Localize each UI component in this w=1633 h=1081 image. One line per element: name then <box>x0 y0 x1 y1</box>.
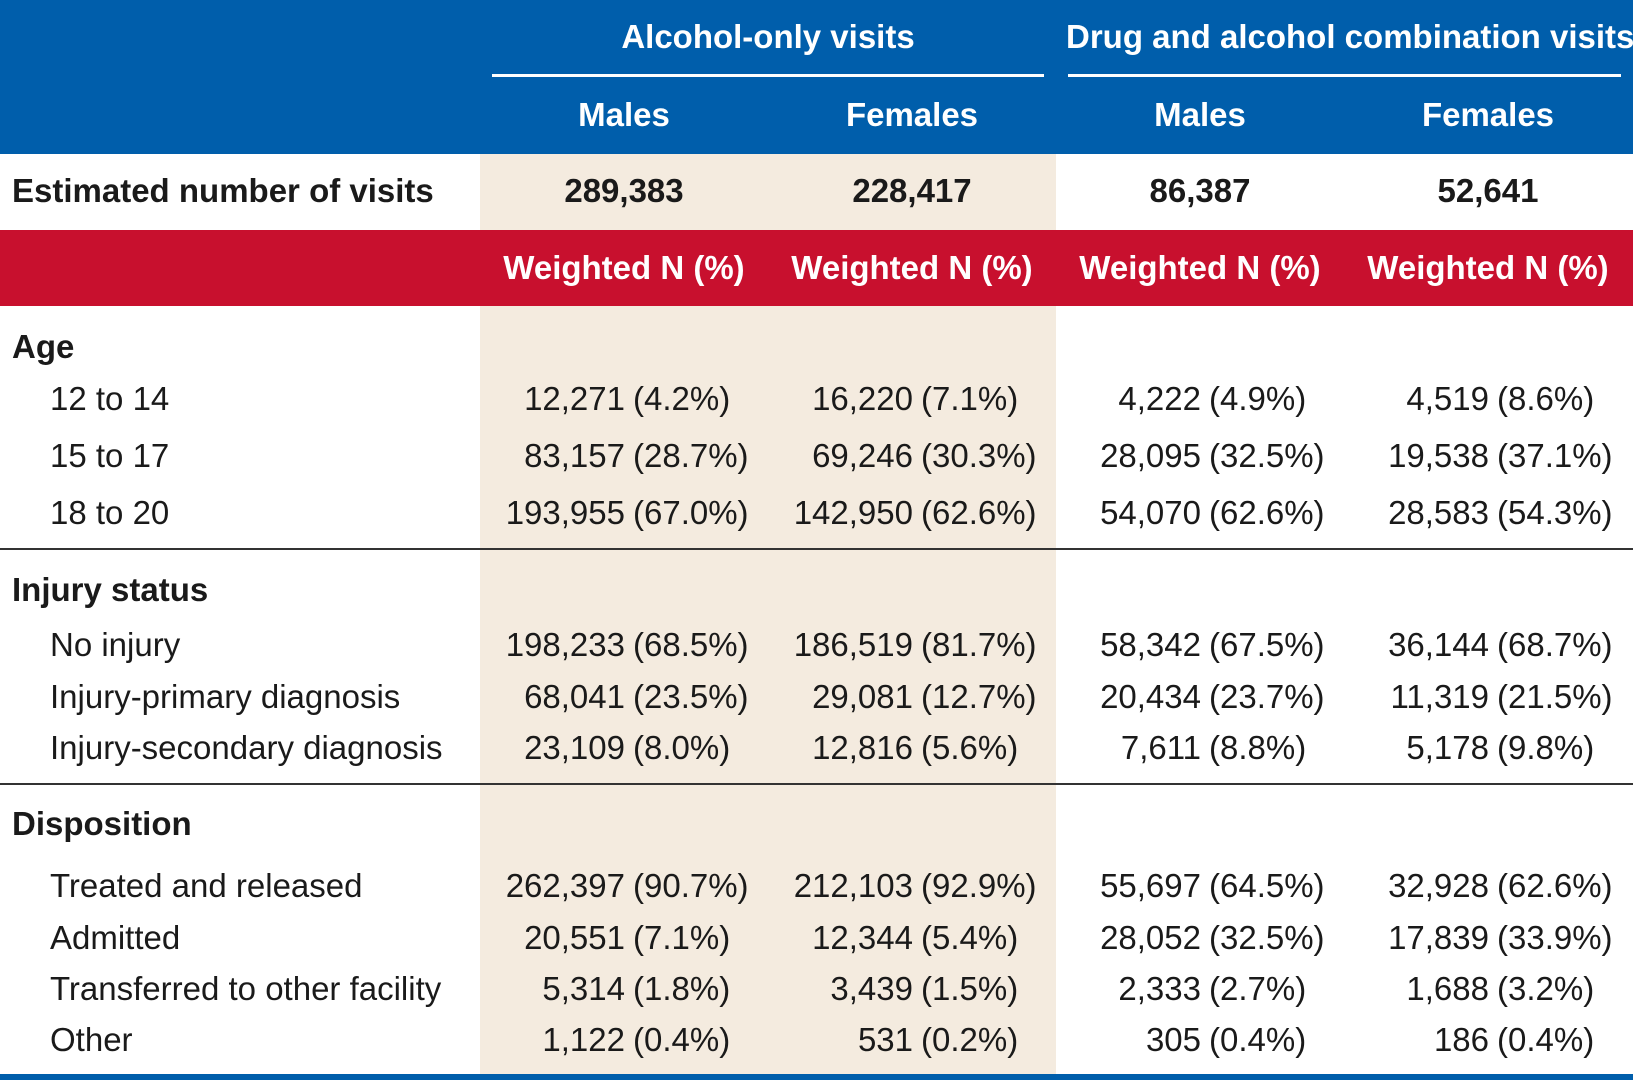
cell-combo-females: 5,178 (9.8%) <box>1406 729 1595 766</box>
row-label: 18 to 20 <box>50 494 170 531</box>
cell-combo-males: 20,434 (23.7%) <box>1100 678 1325 715</box>
subheader-alcohol-males: Weighted N (%) <box>503 249 745 286</box>
table-row: Other 1,122 (0.4%) 531 (0.2%) 305 (0.4%) 18… <box>0 1015 1633 1067</box>
row-label: Injury-secondary diagnosis <box>50 729 443 766</box>
row-label: 12 to 14 <box>50 380 170 417</box>
row-label: Treated and released <box>50 867 363 904</box>
cell-alcohol-females: 16,220 (7.1%) <box>812 380 1019 417</box>
subheader-combo-males: Weighted N (%) <box>1079 249 1321 286</box>
row-label: No injury <box>50 626 181 663</box>
row-label: Other <box>50 1021 133 1058</box>
cell-combo-females: 28,583 (54.3%) <box>1388 494 1613 531</box>
col-header-alcohol-males: Males <box>578 96 670 133</box>
table-row: 15 to 17 83,157 (28.7%) 69,246 (30.3%) 28,… <box>0 431 1633 483</box>
cell-alcohol-females: 12,344 (5.4%) <box>812 919 1019 956</box>
cell-combo-females: 1,688 (3.2%) <box>1406 970 1595 1007</box>
col-header-alcohol-females: Females <box>845 96 979 133</box>
table-row: 12 to 14 12,271 (4.2%) 16,220 (7.1%) 4,222… <box>0 374 1633 426</box>
table-row: Treated and released 262,397 (90.7%) 212,… <box>0 861 1633 913</box>
cell-combo-males: 28,095 (32.5%) <box>1100 437 1325 474</box>
cell-combo-females: 11,319 (21.5%) <box>1390 678 1613 715</box>
table-row: 18 to 20 193,955 (67.0%) 142,950 (62.6%) 5… <box>0 488 1633 540</box>
estimated-visits-label: Estimated number of visits <box>12 172 434 209</box>
table-row: No injury 198,233 (68.5%) 186,519 (81.7%) … <box>0 620 1633 672</box>
cell-combo-males: 58,342 (67.5%) <box>1100 626 1325 663</box>
cell-combo-males: 28,052 (32.5%) <box>1100 919 1325 956</box>
table-header: Alcohol-only visits Drug and alcohol com… <box>0 0 1633 154</box>
estimated-alcohol-females: 228,417 <box>852 172 972 209</box>
cell-alcohol-males: 20,551 (7.1%) <box>524 919 731 956</box>
group-underline-alcohol-only <box>492 74 1044 77</box>
cell-alcohol-males: 262,397 (90.7%) <box>505 867 749 904</box>
table-row: Transferred to other facility 5,314 (1.8%… <box>0 964 1633 1016</box>
estimated-combo-females: 52,641 <box>1437 172 1539 209</box>
section-title-injury-status: Injury status <box>12 571 209 608</box>
row-label: Transferred to other facility <box>50 970 442 1007</box>
alcohol-only-column-shading <box>480 154 1056 1075</box>
table-row: Injury-primary diagnosis 68,041 (23.5%) 2… <box>0 672 1633 724</box>
estimated-combo-males: 86,387 <box>1149 172 1251 209</box>
cell-alcohol-males: 198,233 (68.5%) <box>505 626 749 663</box>
cell-combo-females: 36,144 (68.7%) <box>1388 626 1613 663</box>
section-divider <box>0 548 1633 550</box>
cell-alcohol-males: 68,041 (23.5%) <box>524 678 749 715</box>
row-label: Admitted <box>50 919 181 956</box>
row-label: Injury-primary diagnosis <box>50 678 401 715</box>
cell-combo-males: 2,333 (2.7%) <box>1118 970 1307 1007</box>
table-bottom-rule <box>0 1074 1633 1080</box>
cell-combo-males: 55,697 (64.5%) <box>1100 867 1325 904</box>
estimated-visits-row: Estimated number of visits 289,383 228,4… <box>0 154 1633 230</box>
cell-combo-males: 54,070 (62.6%) <box>1100 494 1325 531</box>
cell-alcohol-males: 83,157 (28.7%) <box>524 437 749 474</box>
cell-alcohol-males: 5,314 (1.8%) <box>542 970 731 1007</box>
cell-alcohol-males: 1,122 (0.4%) <box>542 1021 731 1058</box>
group-underline-combination <box>1068 74 1621 77</box>
weighted-n-subheader: Weighted N (%) Weighted N (%) Weighted N… <box>0 230 1633 306</box>
cell-alcohol-females: 3,439 (1.5%) <box>830 970 1019 1007</box>
cell-combo-females: 17,839 (33.9%) <box>1388 919 1613 956</box>
cell-alcohol-females: 212,103 (92.9%) <box>793 867 1037 904</box>
table-row: Injury-secondary diagnosis 23,109 (8.0%) … <box>0 723 1633 775</box>
row-label: 15 to 17 <box>50 437 170 474</box>
cell-alcohol-females: 531 (0.2%) <box>857 1021 1019 1058</box>
section-divider <box>0 783 1633 785</box>
group-header-alcohol-only: Alcohol-only visits <box>621 18 915 55</box>
col-header-combo-females: Females <box>1421 96 1555 133</box>
cell-combo-females: 19,538 (37.1%) <box>1388 437 1613 474</box>
cell-combo-females: 186 (0.4%) <box>1433 1021 1595 1058</box>
cell-alcohol-males: 12,271 (4.2%) <box>524 380 731 417</box>
col-header-combo-males: Males <box>1154 96 1246 133</box>
cell-combo-males: 305 (0.4%) <box>1145 1021 1307 1058</box>
group-header-combination: Drug and alcohol combination visits <box>1066 18 1633 55</box>
section-title-disposition: Disposition <box>12 805 192 842</box>
cell-alcohol-females: 142,950 (62.6%) <box>793 494 1037 531</box>
section-title-age: Age <box>12 328 75 365</box>
cell-combo-males: 4,222 (4.9%) <box>1118 380 1307 417</box>
subheader-alcohol-females: Weighted N (%) <box>791 249 1033 286</box>
cell-combo-males: 7,611 (8.8%) <box>1120 729 1307 766</box>
cell-combo-females: 32,928 (62.6%) <box>1388 867 1613 904</box>
estimated-alcohol-males: 289,383 <box>564 172 684 209</box>
cell-alcohol-females: 12,816 (5.6%) <box>812 729 1019 766</box>
cell-alcohol-females: 186,519 (81.7%) <box>793 626 1037 663</box>
cell-combo-females: 4,519 (8.6%) <box>1406 380 1595 417</box>
cell-alcohol-males: 23,109 (8.0%) <box>524 729 731 766</box>
table-row: Admitted 20,551 (7.1%) 12,344 (5.4%) 28,05… <box>0 913 1633 965</box>
cell-alcohol-females: 69,246 (30.3%) <box>812 437 1037 474</box>
cell-alcohol-males: 193,955 (67.0%) <box>505 494 749 531</box>
cell-alcohol-females: 29,081 (12.7%) <box>812 678 1037 715</box>
subheader-combo-females: Weighted N (%) <box>1367 249 1609 286</box>
